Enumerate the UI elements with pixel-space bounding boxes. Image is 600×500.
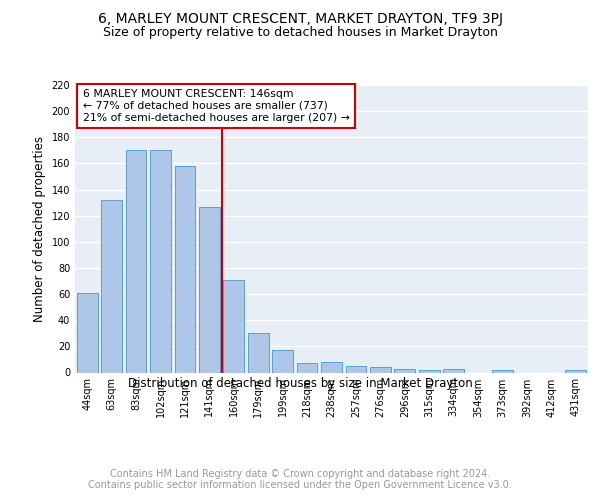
Bar	[248, 334, 269, 372]
Bar	[77, 293, 98, 372]
Bar	[125, 150, 146, 372]
Bar	[175, 166, 196, 372]
Y-axis label: Number of detached properties: Number of detached properties	[33, 136, 46, 322]
Bar	[394, 368, 415, 372]
Bar	[199, 206, 220, 372]
Text: Size of property relative to detached houses in Market Drayton: Size of property relative to detached ho…	[103, 26, 497, 39]
Text: Distribution of detached houses by size in Market Drayton: Distribution of detached houses by size …	[128, 378, 472, 390]
Text: 6 MARLEY MOUNT CRESCENT: 146sqm
← 77% of detached houses are smaller (737)
21% o: 6 MARLEY MOUNT CRESCENT: 146sqm ← 77% of…	[83, 90, 350, 122]
Bar	[565, 370, 586, 372]
Bar	[443, 368, 464, 372]
Text: 6, MARLEY MOUNT CRESCENT, MARKET DRAYTON, TF9 3PJ: 6, MARLEY MOUNT CRESCENT, MARKET DRAYTON…	[97, 12, 503, 26]
Bar	[321, 362, 342, 372]
Bar	[223, 280, 244, 372]
Bar	[346, 366, 367, 372]
Text: Contains HM Land Registry data © Crown copyright and database right 2024.: Contains HM Land Registry data © Crown c…	[110, 469, 490, 479]
Bar	[419, 370, 440, 372]
Text: Contains public sector information licensed under the Open Government Licence v3: Contains public sector information licen…	[88, 480, 512, 490]
Bar	[492, 370, 513, 372]
Bar	[150, 150, 171, 372]
Bar	[272, 350, 293, 372]
Bar	[296, 364, 317, 372]
Bar	[101, 200, 122, 372]
Bar	[370, 368, 391, 372]
